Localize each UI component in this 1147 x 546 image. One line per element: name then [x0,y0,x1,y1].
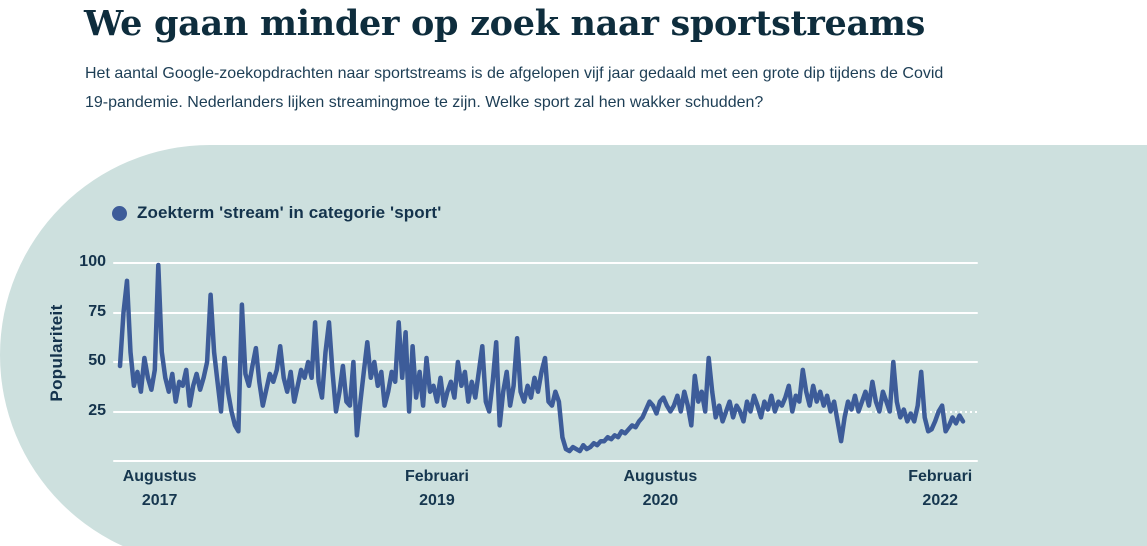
gridline [113,460,978,462]
gridline [113,311,978,314]
gridline [113,262,978,264]
x-tick-label: Augustus 2020 [623,469,697,509]
page-title: We gaan minder op zoek naar sportstreams [84,3,925,44]
x-tick-month: Februari [908,468,973,485]
x-tick-label: Augustus 2017 [123,469,197,509]
gridline [113,410,870,413]
y-tick-label: 100 [79,253,106,270]
legend-label: Zoekterm 'stream' in categorie 'sport' [137,203,442,222]
chart-legend: Zoekterm 'stream' in categorie 'sport' [112,203,441,223]
x-tick-year: 2020 [642,492,679,509]
x-tick-year: 2022 [922,492,959,509]
x-tick-month: Februari [404,468,469,485]
x-tick-month: Augustus [122,468,197,485]
dotted-gridline-segment [869,410,978,413]
gridline [113,361,978,363]
x-tick-month: Augustus [623,468,698,485]
x-tick-label: Februari 2019 [405,469,469,509]
y-tick-label: 75 [88,302,106,320]
x-tick-year: 2017 [141,492,178,509]
x-tick-label: Februari 2022 [908,469,972,509]
page-subtitle: Het aantal Google-zoekopdrachten naar sp… [85,65,944,111]
legend-dot-icon [112,205,127,221]
x-tick-year: 2019 [419,492,455,509]
y-tick-label: 50 [88,352,106,369]
y-tick-label: 25 [88,401,106,419]
